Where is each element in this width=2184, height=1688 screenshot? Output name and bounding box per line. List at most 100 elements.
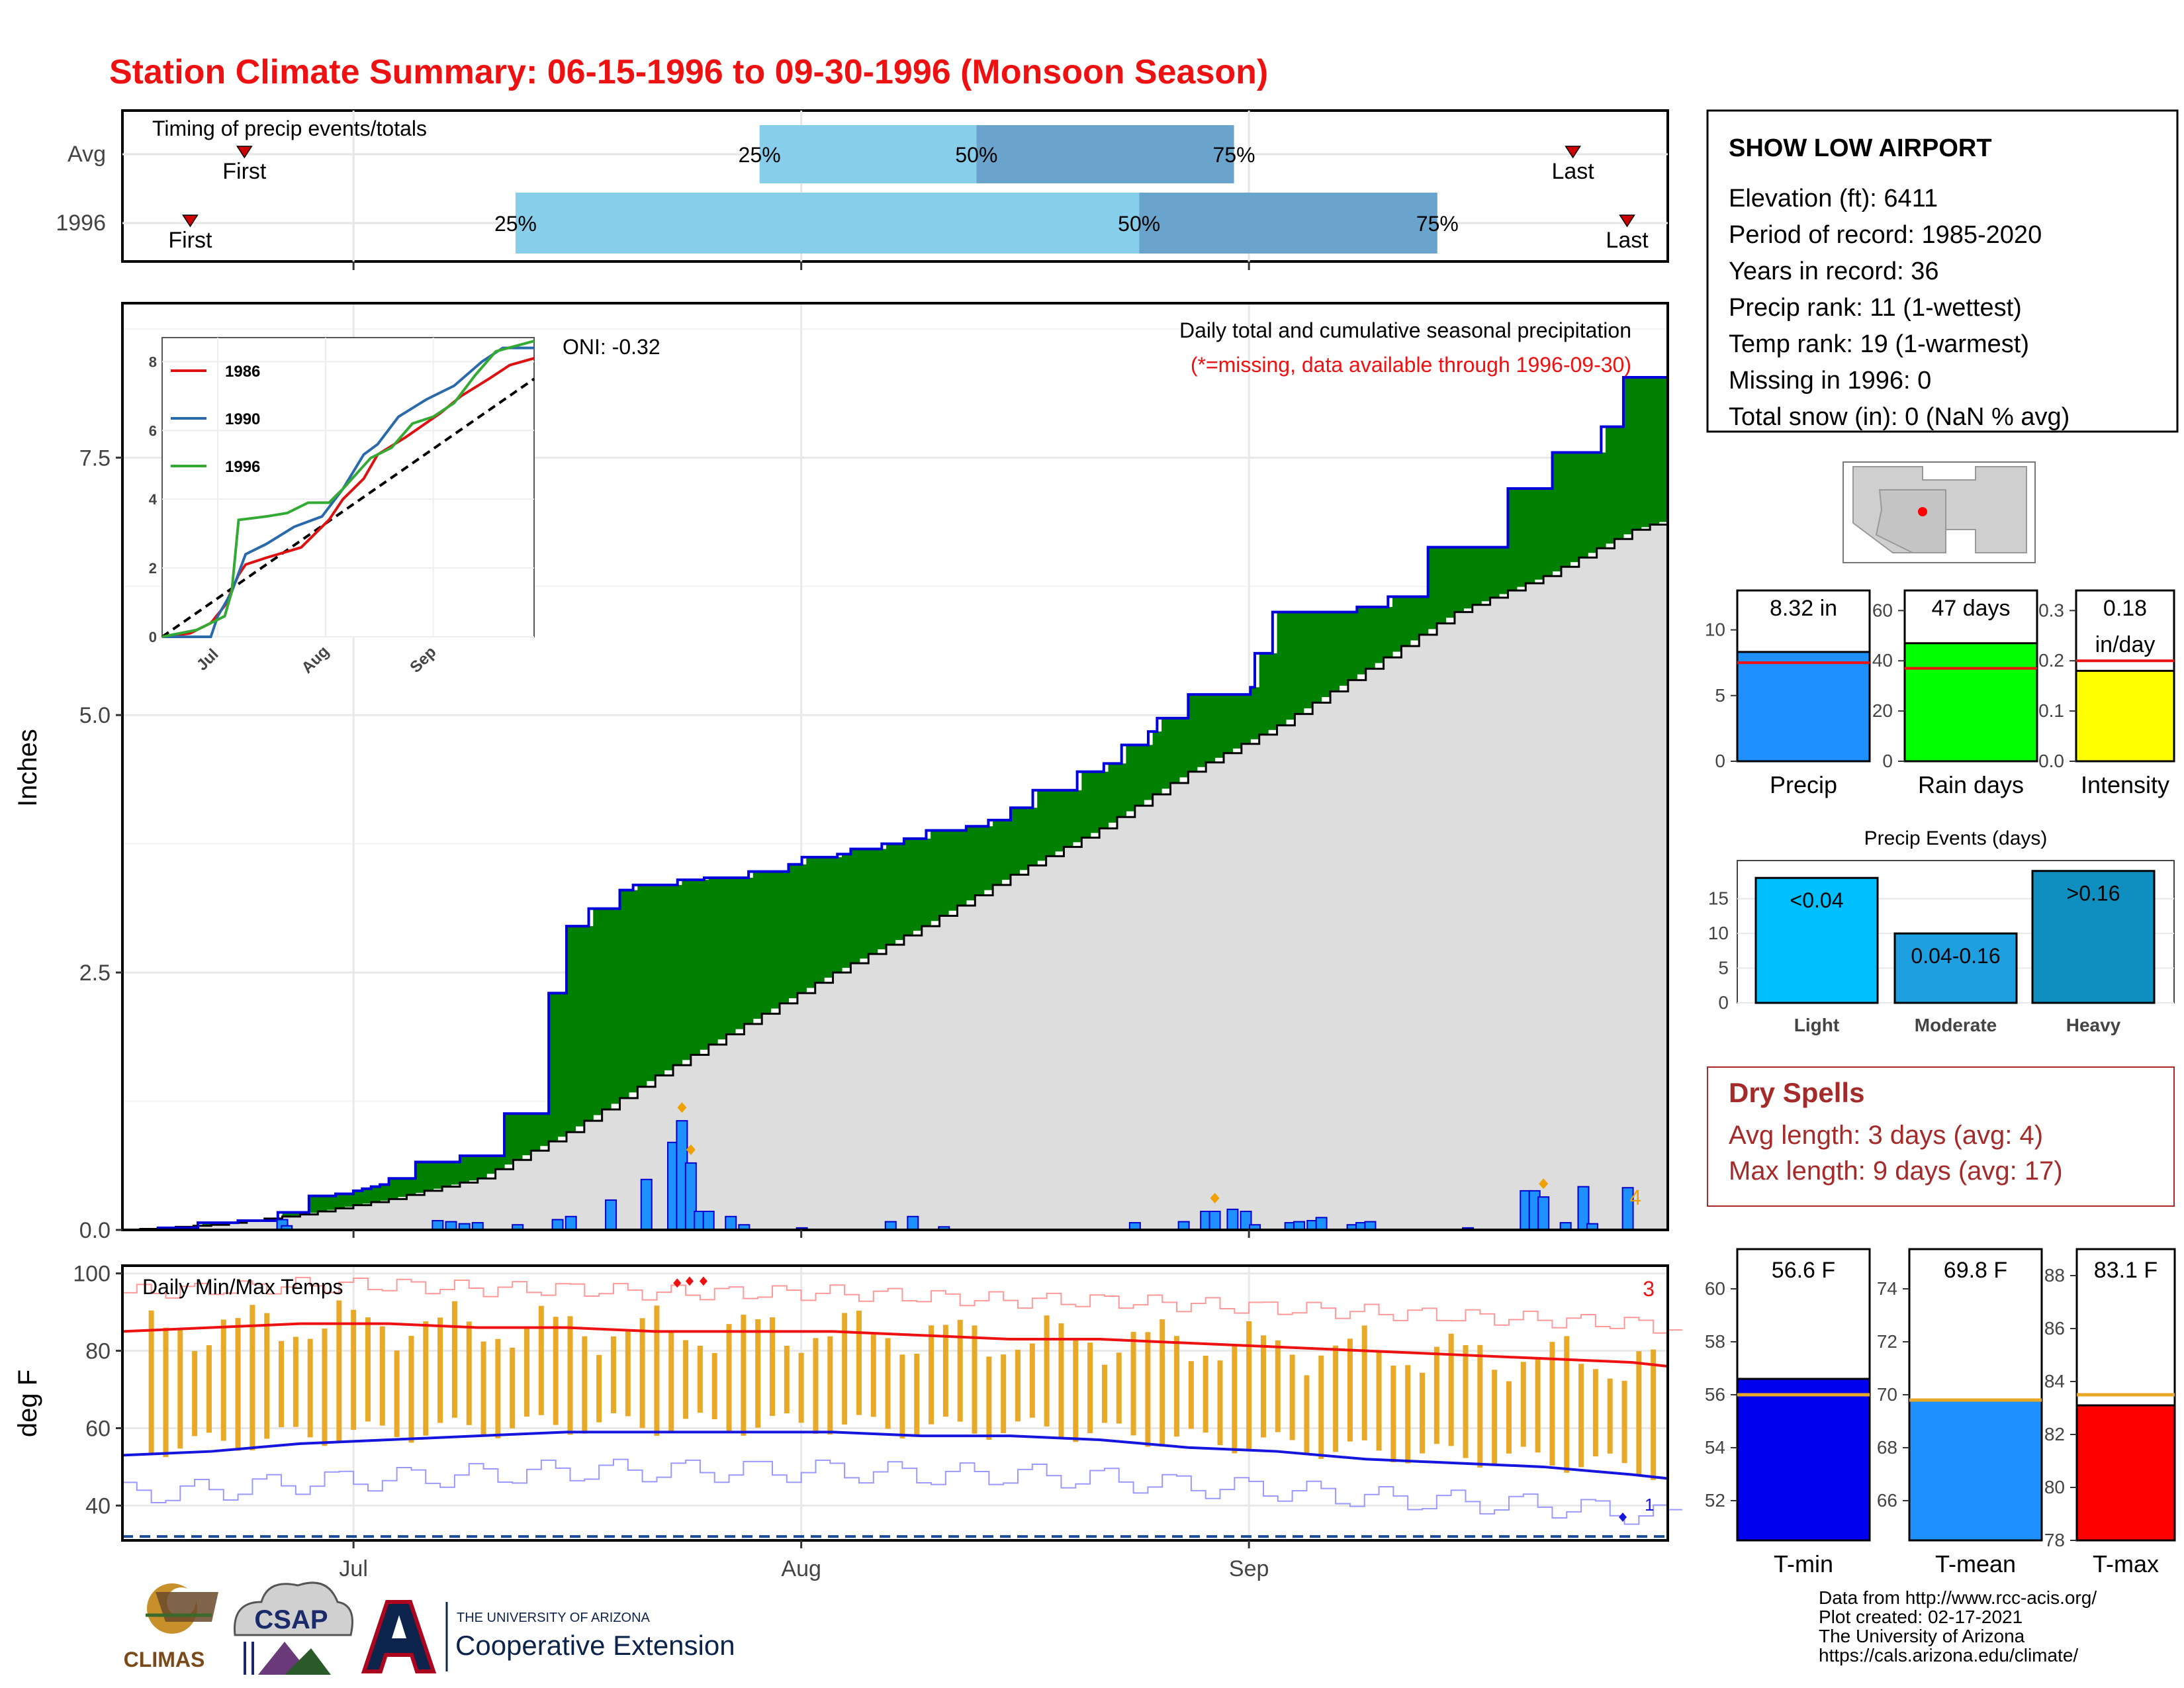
temp-ytick-label: 40	[85, 1493, 111, 1519]
daily-temp-bar	[1390, 1366, 1396, 1462]
summary-bar-label: Precip	[1770, 771, 1837, 798]
temp-summary-ytick-label: 88	[2044, 1265, 2065, 1286]
summary-bar-value-unit: in/day	[2095, 632, 2156, 657]
precip-anomaly-slice	[619, 890, 629, 1098]
record-high-marker	[699, 1276, 707, 1286]
daily-precip-bar	[565, 1215, 577, 1231]
page-title: Station Climate Summary: 06-15-1996 to 0…	[109, 53, 1268, 91]
daily-temp-bar	[220, 1319, 226, 1441]
daily-temp-bar	[711, 1352, 717, 1419]
summary-bar-value-label: 0.18	[2103, 596, 2147, 621]
precip-anomaly-slice	[735, 878, 745, 1029]
footer: CLIMAS CSAP THE UNIVERSITY OF ARIZONA Co…	[124, 1581, 2097, 1675]
quartile-bar-50-75	[1139, 193, 1437, 254]
precip-anomaly-slice	[1224, 694, 1234, 753]
precip-anomaly-slice	[1028, 808, 1038, 866]
precip-anomaly-slice	[646, 884, 656, 1082]
extreme-precip-marker	[1210, 1193, 1220, 1203]
summary-bar-precip: 0 5 10 8.32 in Precip	[1705, 589, 1871, 798]
inset-average-line	[161, 377, 535, 638]
precip-anomaly-slice	[1365, 606, 1375, 669]
observed-cumulative-line	[122, 373, 1669, 1231]
temp-x-axis-ticks: Jul Aug Sep	[339, 1540, 1269, 1581]
precip-anomaly-slice	[326, 1196, 336, 1210]
daily-temp-bar	[553, 1317, 559, 1425]
inset-ytick-label: 8	[149, 353, 157, 370]
daily-temp-bar	[351, 1309, 357, 1430]
daily-temp-bar	[639, 1318, 645, 1429]
last-event-marker	[1619, 214, 1635, 228]
precip-anomaly-slice	[424, 1162, 434, 1191]
precip-anomaly-slice	[1401, 596, 1411, 646]
precip-anomaly-slice	[833, 857, 842, 973]
summary-bar-fill	[2075, 669, 2175, 763]
daily-temp-bar	[842, 1313, 848, 1425]
daily-temp-bar	[1130, 1332, 1136, 1436]
temp-summary-ytick-label: 52	[1705, 1490, 1725, 1511]
precip-anomaly-slice	[1606, 426, 1615, 544]
event-bar-label: <0.04	[1790, 888, 1844, 912]
precip-anomaly-slice	[415, 1162, 425, 1193]
credit-line: Plot created: 02-17-2021	[1819, 1607, 2023, 1627]
precip-anomaly-slice	[1641, 377, 1651, 528]
summary-bar-rain-days: 0 20 40 60 47 days Rain days	[1872, 589, 2038, 798]
daily-precip-bar	[605, 1199, 617, 1231]
quartile-label-q50: 50%	[1118, 212, 1160, 236]
events-title: Precip Events (days)	[1864, 827, 2048, 849]
temp-panel: 40 60 80 100 deg F Daily Min/Max Temps 3 1	[13, 1262, 1682, 1542]
temp-yticks: 40 60 80 100	[73, 1262, 122, 1519]
events-ytick-label: 5	[1718, 958, 1729, 978]
daily-temp-bar	[408, 1336, 414, 1443]
precip-anomaly-slice	[1623, 377, 1633, 535]
precip-anomaly-slice	[1321, 612, 1331, 697]
summary-bar-fill	[1903, 642, 2038, 763]
daily-temp-bar	[813, 1338, 819, 1434]
daily-temp-bar	[942, 1325, 948, 1417]
temp-ytick-label: 60	[85, 1416, 111, 1441]
daily-temp-bar	[625, 1331, 631, 1417]
oni-label: ONI: -0.32	[563, 335, 660, 359]
precip-count-label: 4	[1629, 1186, 1641, 1209]
precip-anomaly-slice	[1614, 426, 1624, 539]
summary-bar-label: Intensity	[2081, 771, 2169, 798]
daily-precip-bar	[1226, 1208, 1239, 1231]
precip-header: Daily total and cumulative seasonal prec…	[1179, 318, 1631, 342]
precip-anomaly-slice	[1179, 718, 1189, 778]
precip-anomaly-slice	[628, 890, 638, 1093]
precip-anomaly-slice	[1072, 790, 1082, 843]
daily-temp-bar	[1448, 1333, 1454, 1446]
daily-temp-bar	[336, 1300, 342, 1442]
daily-temp-bar	[1463, 1345, 1469, 1458]
precip-anomaly-slice	[549, 993, 559, 1142]
temp-summary-ytick-label: 60	[1705, 1278, 1725, 1299]
precip-anomaly-slice	[770, 871, 780, 1009]
record-high-marker	[685, 1276, 694, 1286]
daily-temp-bar	[480, 1341, 486, 1436]
precip-anomaly-slice	[1108, 763, 1118, 823]
daily-temp-bar	[1015, 1350, 1021, 1422]
timing-title: Timing of precip events/totals	[152, 117, 427, 140]
daily-temp-bar	[1621, 1380, 1627, 1464]
station-detail-line: Elevation (ft): 6411	[1729, 185, 1938, 212]
temp-summary-ytick-label: 66	[1877, 1490, 1897, 1511]
precip-anomaly-slice	[1463, 547, 1473, 609]
summary-bar-charts: 0 5 10 8.32 in Precip 0 20 40 60 47 days Rain days…	[1705, 589, 2175, 798]
dry-spells-title: Dry Spells	[1729, 1077, 1864, 1108]
daily-temp-bar	[610, 1336, 616, 1413]
temp-summary-ytick-label: 80	[2044, 1477, 2065, 1497]
temp-summary-ytick-label: 74	[1877, 1278, 1897, 1299]
station-detail-line: Temp rank: 19 (1-warmest)	[1729, 330, 2029, 358]
precip-anomaly-slice	[602, 908, 612, 1109]
daily-temp-bar	[1246, 1321, 1252, 1449]
first-event-marker	[182, 214, 199, 228]
precip-anomaly-slice	[1454, 547, 1464, 612]
precip-ylabel: Inches	[13, 729, 42, 807]
precip-yticks: 0.0 2.5 5.0 7.5	[79, 445, 122, 1243]
precip-anomaly-slice	[1552, 452, 1562, 572]
inset-ytick-label: 4	[149, 491, 158, 508]
average-cumulative-line	[122, 519, 1669, 1231]
precip-anomaly-slice	[1268, 653, 1278, 730]
timing-panel: Timing of precip events/totals 25% 50% 75%…	[56, 109, 1669, 270]
timing-row-label-avg: Avg	[68, 142, 106, 167]
precip-anomaly-slice	[1116, 763, 1127, 818]
